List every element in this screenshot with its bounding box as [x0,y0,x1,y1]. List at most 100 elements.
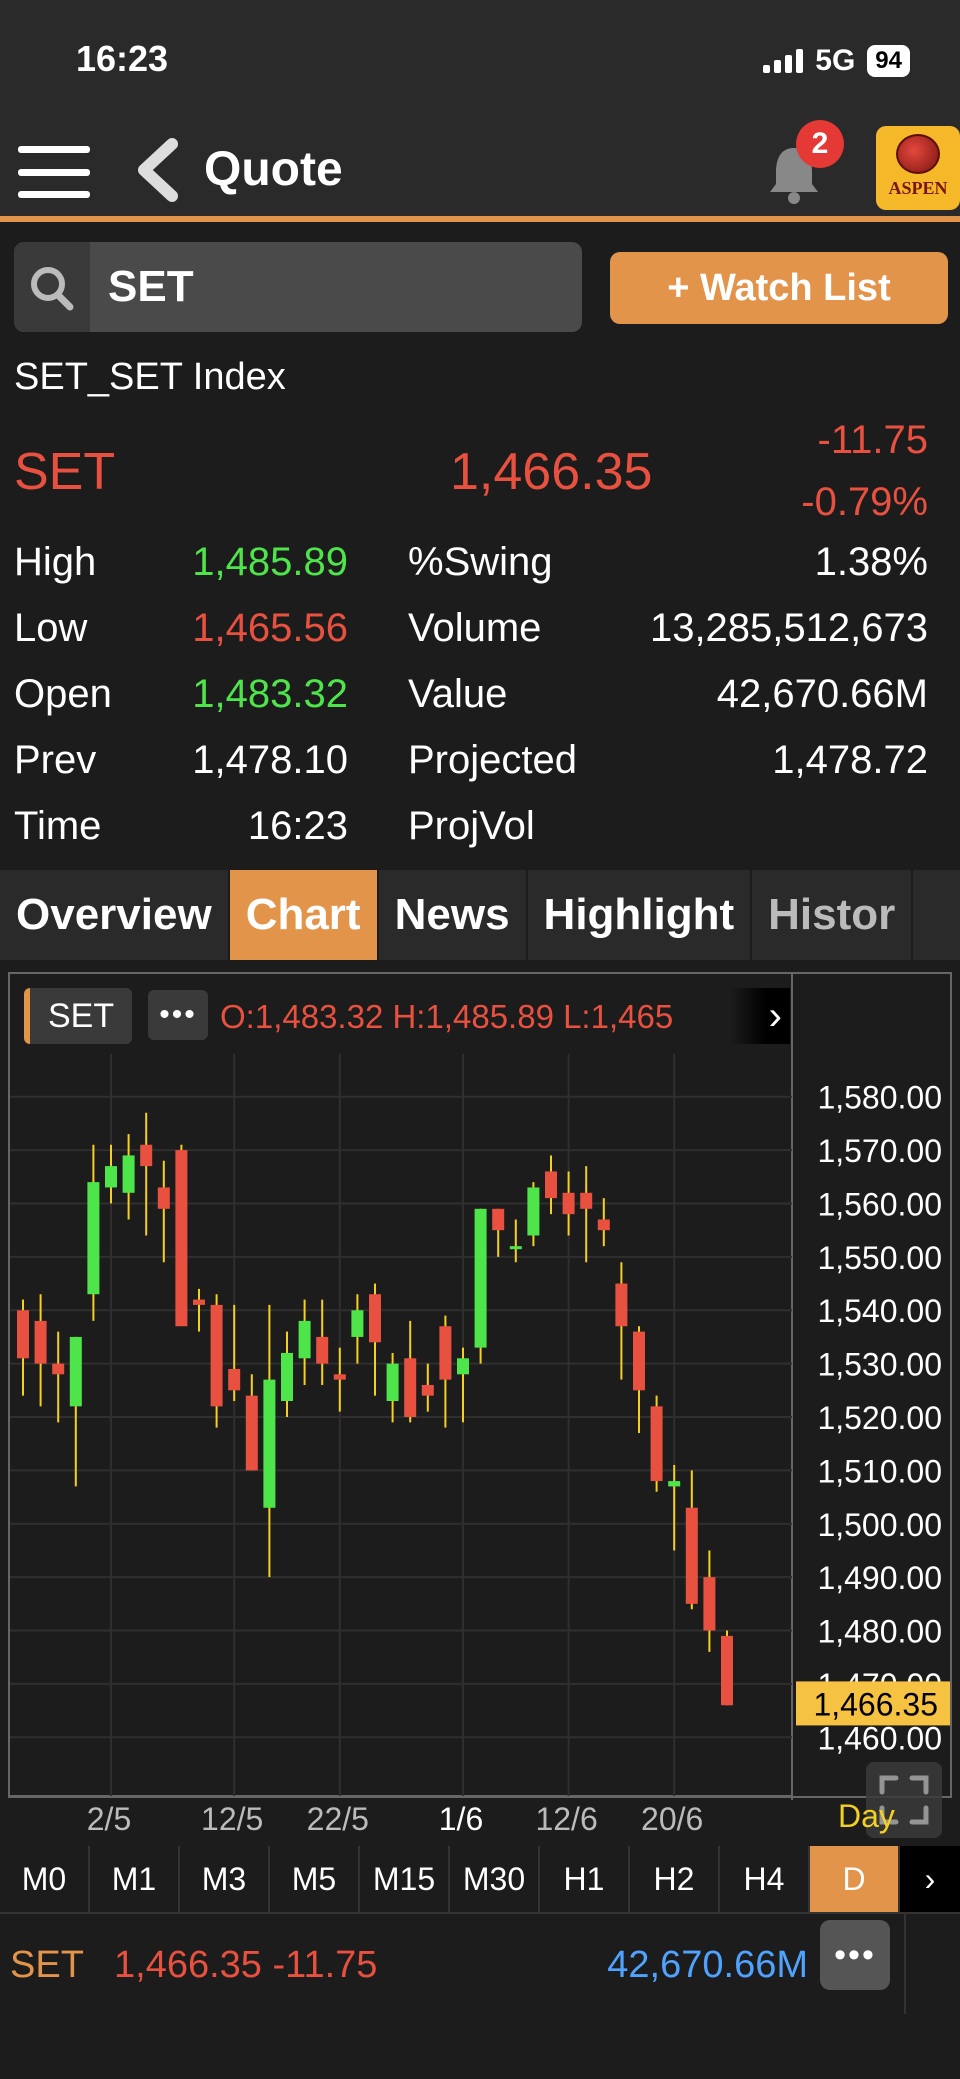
stat-label: ProjVol [408,804,535,848]
timeframe-h2[interactable]: H2 [630,1846,720,1912]
chart-ohlc-readout: O:1,483.32 H:1,485.89 L:1,465 [220,998,674,1035]
candle-body [404,1358,417,1418]
timeframe-h1[interactable]: H1 [540,1846,630,1912]
y-tick-label: 1,560.00 [817,1186,942,1222]
divider [904,1914,906,2014]
y-tick-label: 1,530.00 [817,1347,942,1383]
status-indicators: 5G 94 [763,44,910,78]
timeframe-m15[interactable]: M15 [360,1846,450,1912]
candle-body [703,1577,716,1631]
signal-icon [763,49,804,73]
menu-icon[interactable] [18,142,90,202]
instrument-full-name: SET_SET Index [14,356,286,398]
tab-history[interactable]: Histor [752,870,914,960]
status-time: 16:23 [76,38,169,79]
timeframe-m30[interactable]: M30 [450,1846,540,1912]
candle-body [369,1294,381,1343]
stat-row: High 1,485.89 %Swing 1.38% [0,540,960,606]
tab-chart[interactable]: Chart [229,870,379,960]
candle-body [122,1155,135,1193]
candle-body [333,1374,346,1380]
last-price: 1,466.35 [450,443,653,501]
candle-body [721,1635,733,1706]
price-chart[interactable]: 1,580.00 1,570.00 1,560.00 1,550.00 1,540.00… [8,972,954,1838]
y-tick-label: 1,570.00 [817,1133,942,1169]
back-icon[interactable] [134,138,180,202]
stat-row: Time 16:23 ProjVol [0,804,960,870]
price-change-percent: -0.79% [801,480,928,524]
timeframe-m3[interactable]: M3 [180,1846,270,1912]
expand-icon[interactable] [866,1762,942,1838]
candle-body [633,1331,645,1391]
candlestick-chart[interactable]: 1,580.00 1,570.00 1,560.00 1,550.00 1,540.00… [10,974,954,1800]
status-bar: 16:23 5G 94 [0,0,960,120]
x-tick-label: 20/6 [641,1801,703,1837]
stat-value: 1,485.89 [192,540,348,584]
stat-row: Prev 1,478.10 Projected 1,478.72 [0,738,960,804]
timeframe-h4[interactable]: H4 [720,1846,810,1912]
candle-body [439,1326,452,1380]
stat-label: Open [14,672,112,716]
chart-period-label: Day [838,1798,895,1834]
timeframe-selector: M0 M1 M3 M5 M15 M30 H1 H2 H4 D › [0,1846,960,1912]
stat-label: Low [14,606,88,650]
candle-body [386,1363,399,1401]
candle-body [562,1192,575,1215]
battery-icon: 94 [867,45,910,77]
stat-value: 16:23 [247,804,348,848]
last-price-marker [796,1681,950,1726]
candle-body [474,1208,487,1348]
stat-label: High [14,540,97,584]
candle-body [52,1363,65,1375]
stat-value: 1,465.56 [192,606,348,650]
symbol-search[interactable] [14,242,582,332]
y-tick-label: 1,520.00 [817,1400,942,1436]
y-tick-label: 1,580.00 [817,1080,942,1116]
x-tick-label: 12/6 [535,1801,597,1837]
quote-tabs: Overview Chart News Highlight Histor [0,870,960,960]
candle-body [105,1166,117,1188]
candle-body [298,1320,311,1359]
chart-options-icon[interactable]: ••• [148,990,208,1040]
chart-symbol-tag[interactable]: SET [24,988,133,1044]
candle-body [492,1208,505,1231]
page-title: Quote [204,143,343,196]
candle-body [245,1395,258,1471]
chevron-right-icon[interactable]: › [900,1846,960,1912]
add-watchlist-button[interactable]: + Watch List [610,252,948,324]
search-input[interactable] [108,242,568,332]
stat-label: Prev [14,738,97,782]
stat-label: %Swing [408,540,553,584]
notification-badge: 2 [796,120,844,168]
candle-body [457,1358,469,1375]
candle-body [34,1320,47,1364]
x-tick-label: 12/5 [201,1801,263,1837]
x-axis-labels: 2/5 12/5 22/5 1/6 12/6 20/6 [87,1801,704,1837]
y-tick-label: 1,460.00 [817,1720,942,1756]
candle-body [316,1336,329,1364]
timeframe-d[interactable]: D [810,1846,900,1912]
candle-body [228,1368,241,1391]
tab-news[interactable]: News [379,870,528,960]
tab-highlight[interactable]: Highlight [528,870,753,960]
candle-body [17,1310,29,1359]
aspen-logo[interactable]: ASPEN [876,126,960,210]
chevron-right-icon[interactable]: › [730,988,790,1044]
candle-body [281,1352,293,1401]
more-icon[interactable]: ••• [820,1920,890,1990]
candle-body [193,1299,205,1305]
candle-body [69,1336,82,1407]
y-tick-label: 1,490.00 [817,1560,942,1596]
timeframe-m5[interactable]: M5 [270,1846,360,1912]
stat-label: Value [408,672,508,716]
candle-body [351,1310,364,1337]
candle-body [615,1283,628,1327]
timeframe-m0[interactable]: M0 [0,1846,90,1912]
tab-overview[interactable]: Overview [0,870,230,960]
x-tick-label: 1/6 [439,1801,483,1837]
footer-symbol[interactable]: SET [10,1944,84,1986]
timeframe-m1[interactable]: M1 [90,1846,180,1912]
ticker-footer: SET 1,466.35 -11.75 42,670.66M ••• [0,1912,960,2079]
stat-label: Projected [408,738,577,782]
stat-row: Open 1,483.32 Value 42,670.66M [0,672,960,738]
